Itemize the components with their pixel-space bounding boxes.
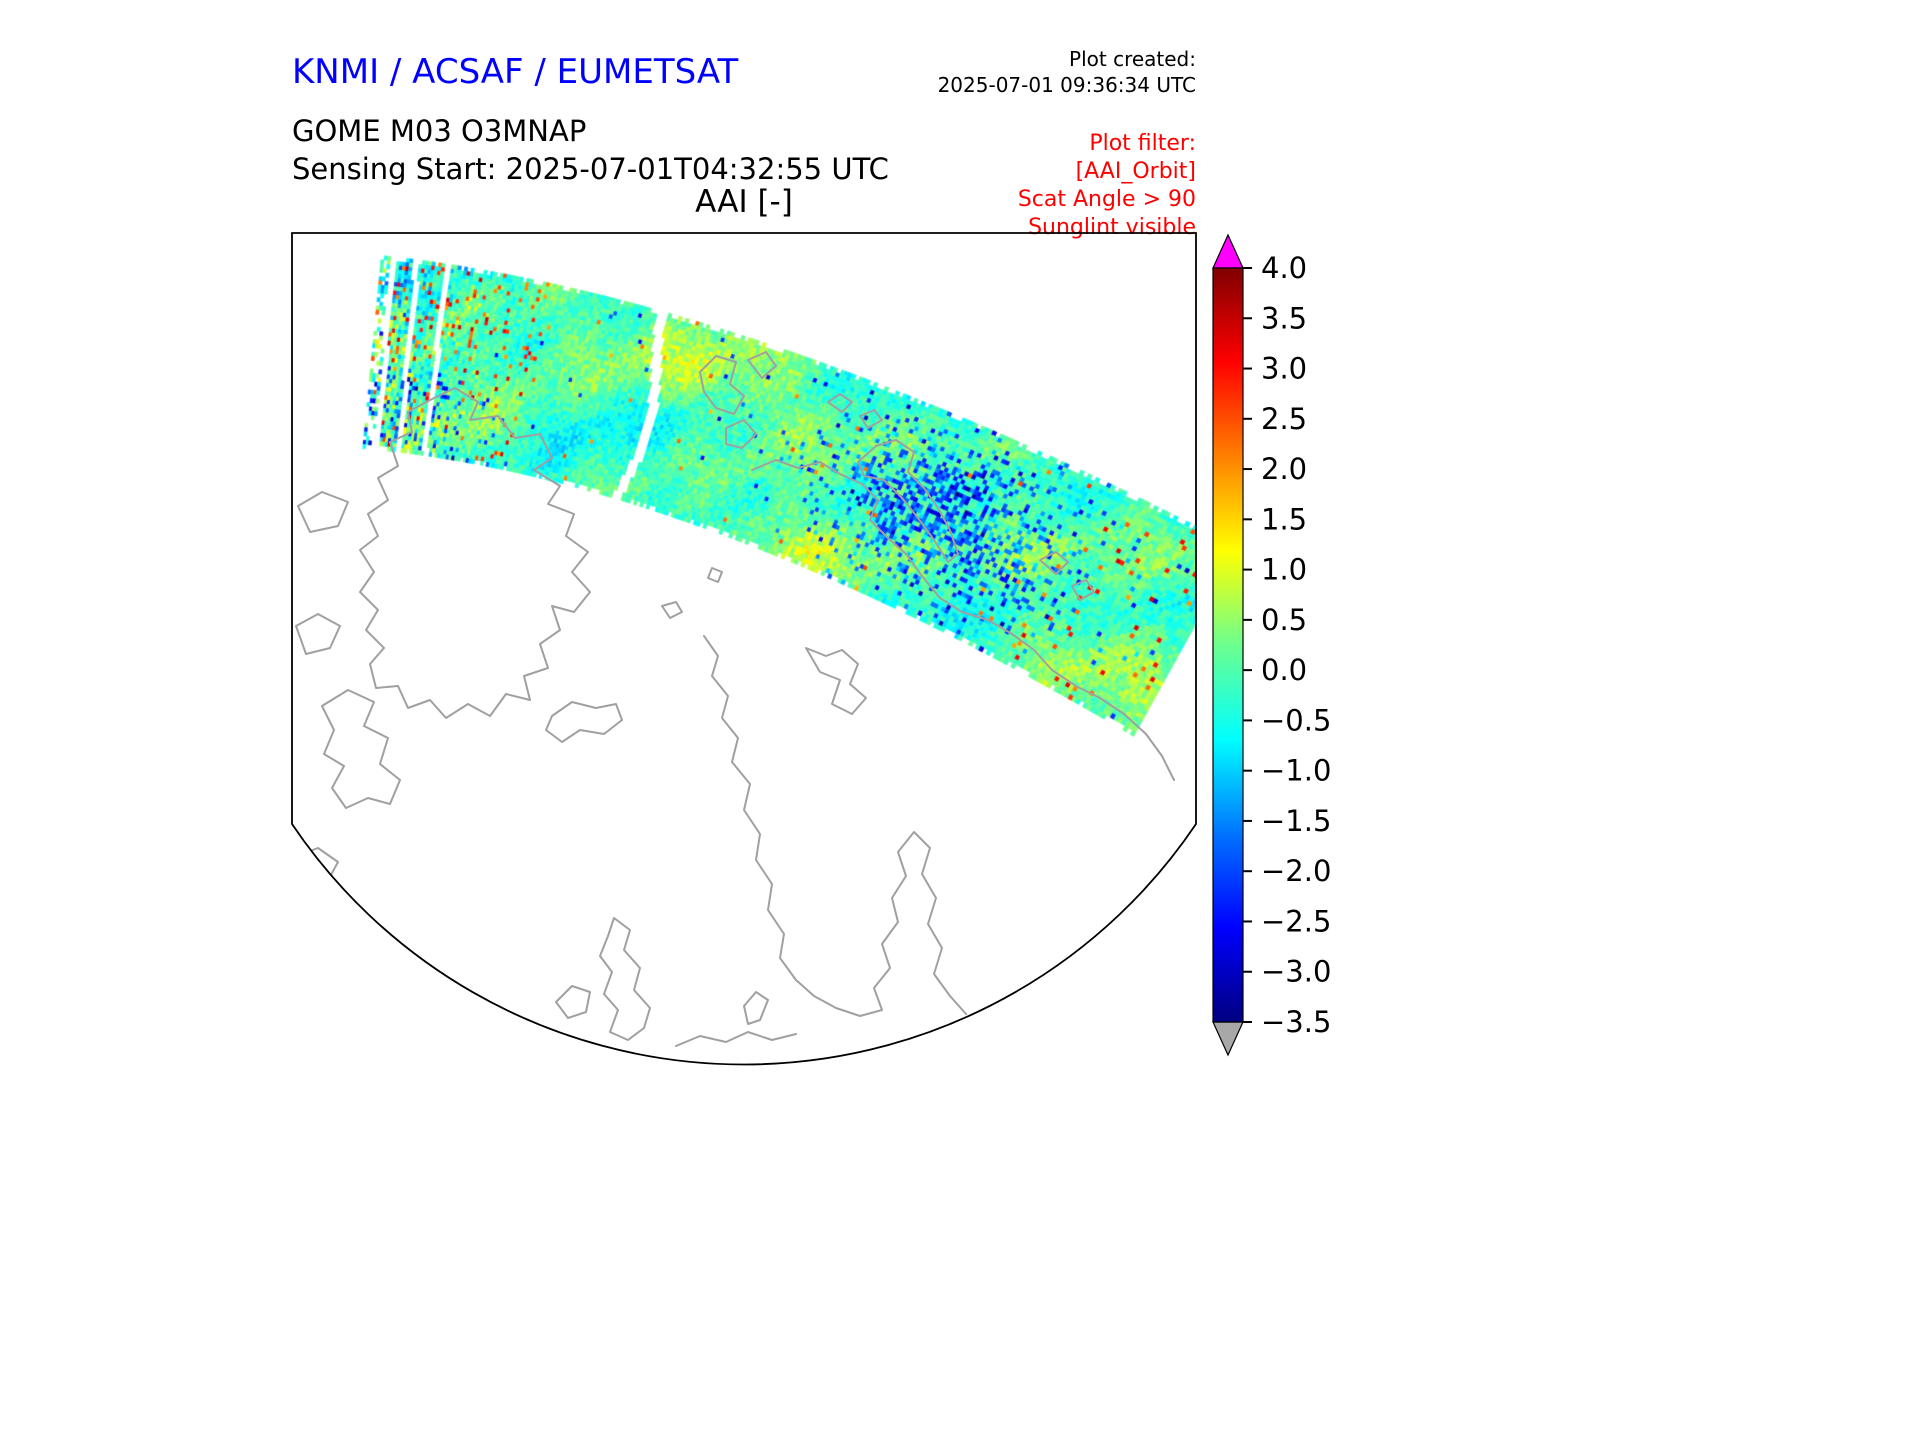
plot-created-label: Plot created: (1069, 47, 1196, 71)
coastline-franz-josef-a (827, 393, 853, 413)
coastline-svalbard-b (747, 351, 777, 379)
colorbar-tick-label: −3.5 (1261, 1005, 1331, 1039)
colorbar-tick-label: 1.0 (1261, 553, 1307, 587)
colorbar-tick-label: −3.0 (1261, 955, 1331, 989)
coastline-denmark (743, 991, 769, 1025)
plot-filter-line: Plot filter: (1089, 131, 1196, 156)
colorbar-under-arrow (1212, 1021, 1244, 1057)
plot-filter-line: [AAI_Orbit] (1075, 159, 1196, 184)
colorbar-tick-label: 1.5 (1261, 502, 1307, 536)
coastline-scandinavia (703, 635, 967, 1017)
coastline-bear-island (707, 567, 723, 583)
colorbar-tick-label: 2.0 (1261, 452, 1307, 486)
org-title: KNMI / ACSAF / EUMETSAT (292, 52, 739, 92)
coastline-ellesmere (297, 491, 349, 533)
plot-created: Plot created: 2025-07-01 09:36:34 UTC (938, 46, 1196, 98)
colorbar-tick-label: 4.0 (1261, 251, 1307, 285)
coastline-iceland (545, 701, 623, 743)
coastline-svalbard-c (725, 419, 757, 449)
colorbar-gradient (1212, 267, 1244, 1023)
map-frame (291, 232, 1197, 1066)
coastline-great-britain (599, 917, 651, 1041)
colorbar-tick-label: 0.5 (1261, 603, 1307, 637)
coastline-franz-josef-b (859, 409, 883, 429)
colorbar-tick-label: 3.0 (1261, 352, 1307, 386)
plot-filter: Plot filter: [AAI_Orbit] Scat Angle > 90 Su… (1018, 130, 1196, 242)
coastline-svalbard-a (699, 355, 745, 415)
plot-filter-line: Scat Angle > 90 (1017, 187, 1196, 212)
colorbar-tick-label: 2.5 (1261, 402, 1307, 436)
coastline-baffin (321, 689, 401, 809)
colorbar-tick-label: −2.5 (1261, 904, 1331, 938)
coastline-canada-coast (292, 847, 343, 923)
coastline-jan-mayen (661, 601, 683, 619)
coastline-canada-island (295, 613, 341, 655)
colorbar-tick-label: −0.5 (1261, 703, 1331, 737)
product-name: GOME M03 O3MNAP (292, 114, 587, 148)
colorbar: 4.0 3.5 3.0 2.5 2.0 1.5 1.0 0.5 0.0 −0.5 −1.0 −1.5 −… (1212, 233, 1331, 1057)
coastline-russia-arctic (751, 459, 1175, 781)
colorbar-tick-label: −1.5 (1261, 804, 1331, 838)
coastline-white-sea (805, 647, 867, 715)
coastline-europe-mainland (675, 1031, 797, 1047)
plot-filter-line: Sunglint visible (1028, 215, 1196, 240)
coastline-greenland (359, 387, 591, 719)
colorbar-tick-label: −1.0 (1261, 754, 1331, 788)
coastline-severnaya-b (1071, 579, 1095, 601)
coastlines (292, 351, 1175, 1047)
coastline-severnaya-a (1039, 551, 1069, 575)
coastline-ireland (555, 985, 591, 1019)
colorbar-tick-label: 0.0 (1261, 653, 1307, 687)
colorbar-tick-label: 3.5 (1261, 301, 1307, 335)
sensing-start: Sensing Start: 2025-07-01T04:32:55 UTC (292, 152, 889, 186)
plot-created-value: 2025-07-01 09:36:34 UTC (937, 73, 1196, 97)
colorbar-over-arrow (1212, 233, 1244, 269)
colorbar-tick-label: −2.0 (1261, 854, 1331, 888)
coastline-novaya-zemlya (857, 439, 959, 563)
